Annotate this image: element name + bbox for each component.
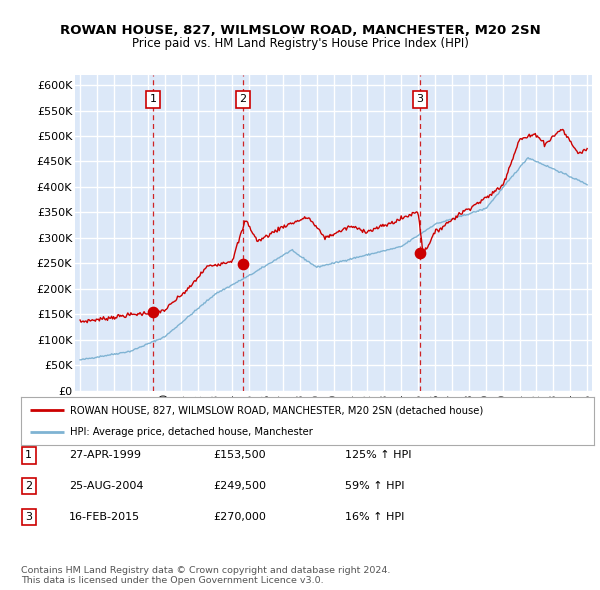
Text: 16% ↑ HPI: 16% ↑ HPI [345,512,404,522]
Text: 2: 2 [25,481,32,491]
Text: 59% ↑ HPI: 59% ↑ HPI [345,481,404,491]
Text: 3: 3 [416,94,424,104]
Text: Contains HM Land Registry data © Crown copyright and database right 2024.: Contains HM Land Registry data © Crown c… [21,566,391,575]
Text: 2: 2 [239,94,247,104]
Text: 25-AUG-2004: 25-AUG-2004 [69,481,143,491]
Text: 125% ↑ HPI: 125% ↑ HPI [345,451,412,460]
Text: £249,500: £249,500 [213,481,266,491]
Text: 16-FEB-2015: 16-FEB-2015 [69,512,140,522]
Text: £153,500: £153,500 [213,451,266,460]
Text: HPI: Average price, detached house, Manchester: HPI: Average price, detached house, Manc… [70,427,313,437]
Text: 27-APR-1999: 27-APR-1999 [69,451,141,460]
Point [415,248,425,258]
Text: This data is licensed under the Open Government Licence v3.0.: This data is licensed under the Open Gov… [21,576,323,585]
Text: ROWAN HOUSE, 827, WILMSLOW ROAD, MANCHESTER, M20 2SN (detached house): ROWAN HOUSE, 827, WILMSLOW ROAD, MANCHES… [70,405,483,415]
Text: ROWAN HOUSE, 827, WILMSLOW ROAD, MANCHESTER, M20 2SN: ROWAN HOUSE, 827, WILMSLOW ROAD, MANCHES… [59,24,541,37]
Text: £270,000: £270,000 [213,512,266,522]
Text: Price paid vs. HM Land Registry's House Price Index (HPI): Price paid vs. HM Land Registry's House … [131,37,469,50]
Point [148,308,158,317]
Text: 1: 1 [150,94,157,104]
Text: 3: 3 [25,512,32,522]
Text: 1: 1 [25,451,32,460]
Point [238,259,248,268]
